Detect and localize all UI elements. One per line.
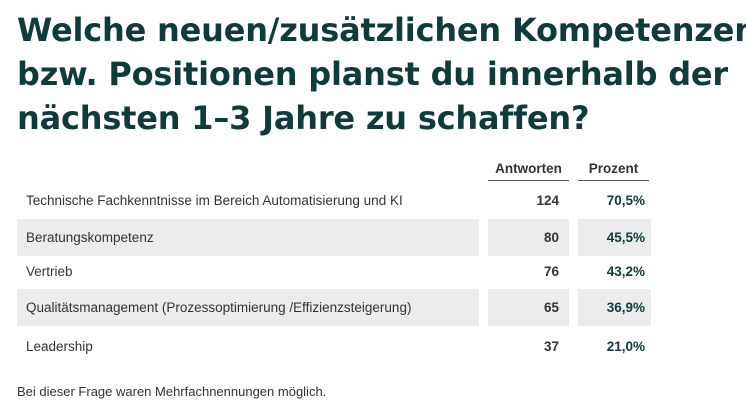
column-header-answers: Antworten xyxy=(488,160,569,181)
question-title-line-3: nächsten 1–3 Jahre zu schaffen? xyxy=(17,99,590,137)
table-row: Technische Fachkenntnisse im Bereich Aut… xyxy=(17,182,651,219)
question-title-line-2: bzw. Positionen planst du innerhalb der xyxy=(17,55,729,93)
row-percent: 43,2% xyxy=(606,264,645,279)
column-header-percent: Prozent xyxy=(578,160,649,181)
question-title-line-1: Welche neuen/zusätzlichen Kompetenzen xyxy=(17,11,746,49)
row-percent: 36,9% xyxy=(578,289,651,326)
row-percent: 45,5% xyxy=(578,219,651,256)
row-count: 37 xyxy=(543,339,559,354)
footnote: Bei dieser Frage waren Mehrfachnennungen… xyxy=(17,384,327,399)
row-count: 65 xyxy=(488,289,569,326)
row-label: Leadership xyxy=(26,339,93,354)
table-row: Vertrieb 76 43,2% xyxy=(17,253,651,290)
row-label: Beratungskompetenz xyxy=(17,219,479,256)
row-count: 124 xyxy=(536,193,559,208)
row-label: Qualitätsmanagement (Prozessoptimierung … xyxy=(17,289,479,326)
row-count: 76 xyxy=(543,264,559,279)
row-label: Technische Fachkenntnisse im Bereich Aut… xyxy=(26,193,403,208)
row-percent: 21,0% xyxy=(606,339,645,354)
row-label: Vertrieb xyxy=(26,264,73,279)
row-count: 80 xyxy=(488,219,569,256)
question-title: Welche neuen/zusätzlichen Kompetenzen bz… xyxy=(17,8,746,140)
row-percent: 70,5% xyxy=(606,193,645,208)
table-row: Beratungskompetenz 80 45,5% xyxy=(17,219,651,256)
table-row: Qualitätsmanagement (Prozessoptimierung … xyxy=(17,289,651,326)
table-row: Leadership 37 21,0% xyxy=(17,328,651,365)
